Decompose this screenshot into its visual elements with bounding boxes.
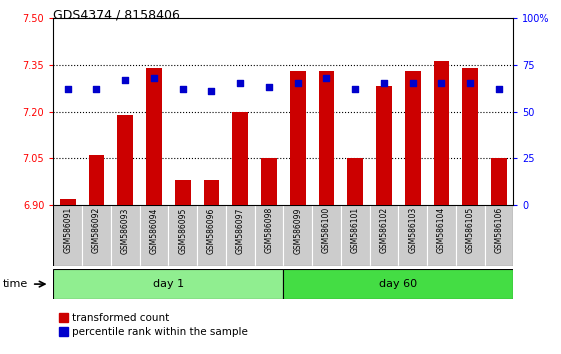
- Bar: [168, 205, 197, 266]
- Bar: [283, 205, 312, 266]
- Bar: [255, 205, 283, 266]
- Text: time: time: [3, 279, 28, 289]
- Bar: [89, 155, 104, 205]
- Text: GSM586102: GSM586102: [379, 207, 388, 253]
- Text: day 60: day 60: [379, 279, 417, 289]
- Bar: [146, 68, 162, 205]
- Point: [322, 75, 331, 81]
- Point: [408, 80, 417, 86]
- Bar: [111, 205, 140, 266]
- Bar: [434, 62, 449, 205]
- Bar: [140, 205, 168, 266]
- Point: [63, 86, 72, 92]
- Text: GSM586104: GSM586104: [437, 207, 446, 253]
- Bar: [197, 205, 226, 266]
- Text: GSM586096: GSM586096: [207, 207, 216, 253]
- Point: [293, 80, 302, 86]
- Point: [466, 80, 475, 86]
- Bar: [175, 180, 191, 205]
- Bar: [456, 205, 485, 266]
- Text: GSM586097: GSM586097: [236, 207, 245, 253]
- Point: [351, 86, 360, 92]
- Text: day 1: day 1: [153, 279, 184, 289]
- Text: GSM586103: GSM586103: [408, 207, 417, 253]
- Bar: [376, 86, 392, 205]
- Point: [494, 86, 503, 92]
- Bar: [341, 205, 370, 266]
- Text: GSM586092: GSM586092: [92, 207, 101, 253]
- Bar: [261, 159, 277, 205]
- Point: [437, 80, 446, 86]
- Point: [207, 88, 216, 94]
- Text: GSM586105: GSM586105: [466, 207, 475, 253]
- Text: GSM586101: GSM586101: [351, 207, 360, 253]
- Point: [379, 80, 388, 86]
- Bar: [283, 269, 513, 299]
- Bar: [491, 159, 507, 205]
- Bar: [204, 180, 219, 205]
- Text: GSM586098: GSM586098: [264, 207, 273, 253]
- Legend: transformed count, percentile rank within the sample: transformed count, percentile rank withi…: [58, 313, 248, 337]
- Bar: [319, 71, 334, 205]
- Text: GSM586091: GSM586091: [63, 207, 72, 253]
- Bar: [485, 205, 513, 266]
- Bar: [82, 205, 111, 266]
- Text: GSM586095: GSM586095: [178, 207, 187, 253]
- Text: GSM586100: GSM586100: [322, 207, 331, 253]
- Point: [236, 80, 245, 86]
- Bar: [232, 112, 248, 205]
- Bar: [290, 71, 306, 205]
- Bar: [398, 205, 427, 266]
- Bar: [462, 68, 478, 205]
- Text: GSM586106: GSM586106: [494, 207, 503, 253]
- Text: GSM586094: GSM586094: [149, 207, 158, 253]
- Point: [264, 84, 273, 90]
- Bar: [370, 205, 398, 266]
- Point: [121, 77, 130, 82]
- Text: GDS4374 / 8158406: GDS4374 / 8158406: [53, 9, 180, 22]
- Bar: [53, 269, 283, 299]
- Point: [178, 86, 187, 92]
- Point: [92, 86, 101, 92]
- Point: [149, 75, 158, 81]
- Bar: [427, 205, 456, 266]
- Bar: [347, 159, 363, 205]
- Bar: [53, 205, 82, 266]
- Bar: [312, 205, 341, 266]
- Bar: [405, 71, 421, 205]
- Bar: [117, 115, 133, 205]
- Text: GSM586099: GSM586099: [293, 207, 302, 253]
- Bar: [60, 199, 76, 205]
- Text: GSM586093: GSM586093: [121, 207, 130, 253]
- Bar: [226, 205, 255, 266]
